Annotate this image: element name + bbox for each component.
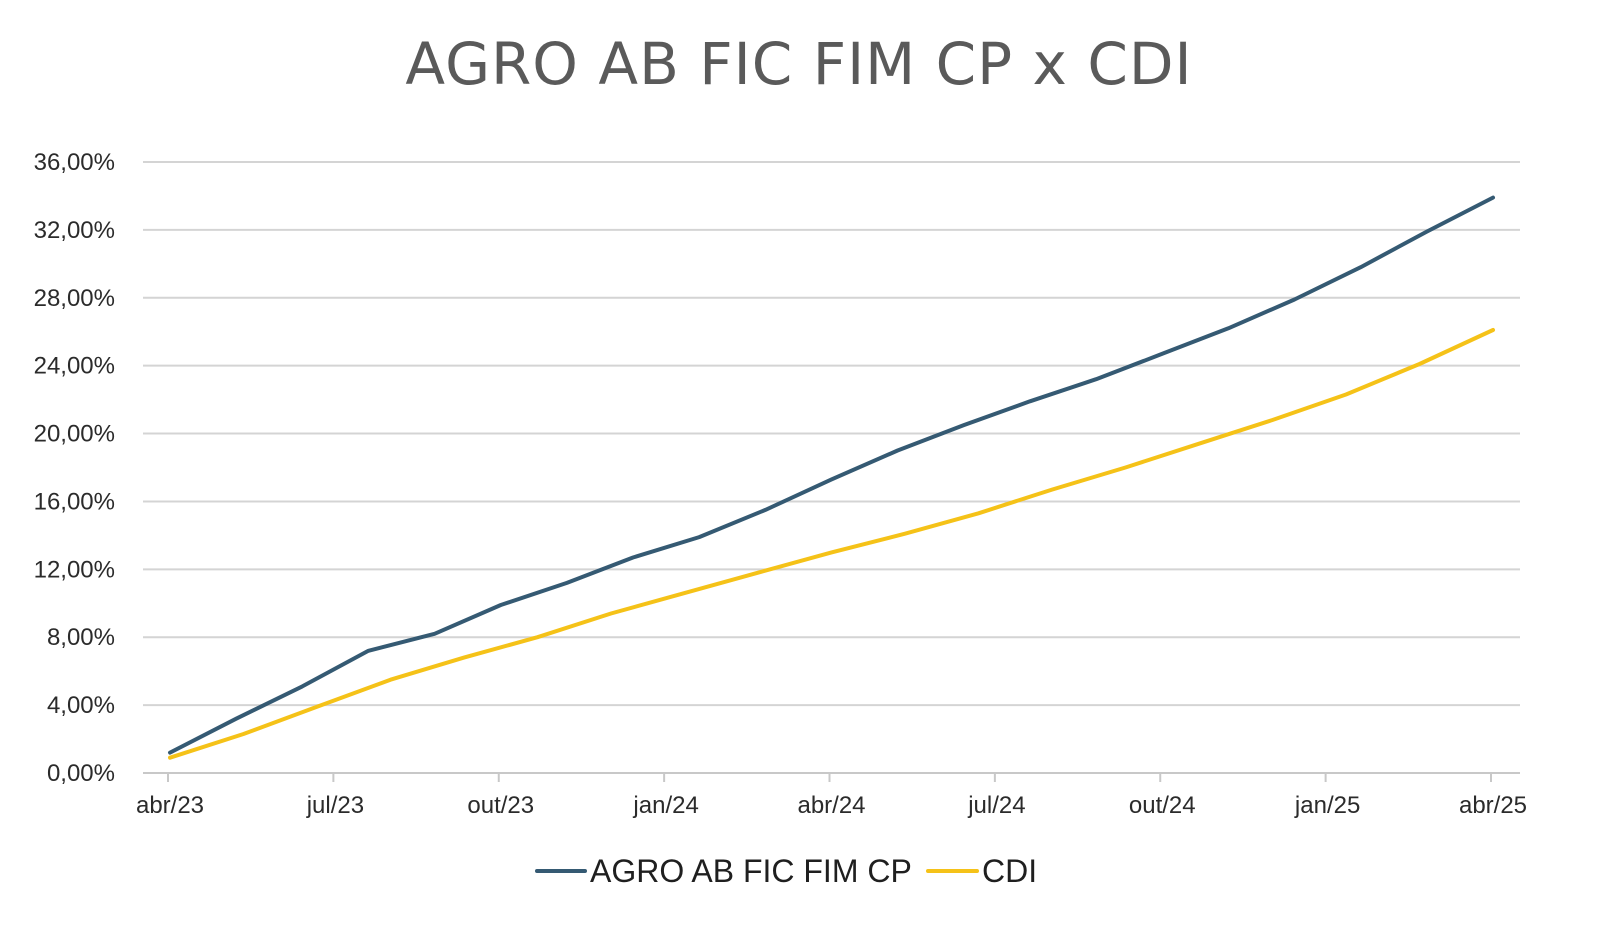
y-tick-label: 4,00% (47, 692, 115, 719)
x-tick-label: jul/23 (306, 792, 364, 819)
y-tick-label: 20,00% (34, 421, 115, 448)
y-tick-label: 12,00% (34, 556, 115, 583)
series-line-cdi (168, 328, 1495, 760)
x-tick-label: jan/25 (1294, 792, 1360, 819)
x-tick-label: out/24 (1129, 792, 1196, 819)
series-lines (168, 195, 1495, 760)
x-tick-label: abr/24 (797, 792, 865, 819)
y-axis-tick-labels: 0,00% 4,00% 8,00% 12,00% 16,00% 20,00% 24,00% 2… (34, 149, 115, 787)
x-axis (143, 772, 1520, 782)
legend-label: AGRO AB FIC FIM CP (590, 853, 912, 889)
x-tick-label: abr/25 (1459, 792, 1527, 819)
x-axis-tick-labels: abr/23 jul/23 out/23 jan/24 abr/24 jul/24 out/… (136, 792, 1527, 819)
series-line-agro (168, 195, 1495, 755)
y-tick-label: 8,00% (47, 624, 115, 651)
legend: AGRO AB FIC FIM CP CDI (535, 853, 1037, 889)
y-tick-label: 28,00% (34, 285, 115, 312)
x-tick-label: jul/24 (967, 792, 1025, 819)
legend-label: CDI (982, 853, 1037, 889)
x-tick-label: jan/24 (632, 792, 698, 819)
y-tick-label: 0,00% (47, 760, 115, 787)
y-tick-label: 36,00% (34, 149, 115, 176)
x-tick-label: out/23 (467, 792, 534, 819)
y-tick-label: 32,00% (34, 217, 115, 244)
y-tick-label: 24,00% (34, 353, 115, 380)
gridlines (143, 161, 1520, 707)
x-tick-label: abr/23 (136, 792, 204, 819)
chart-title: AGRO AB FIC FIM CP x CDI (405, 30, 1193, 98)
y-tick-label: 16,00% (34, 488, 115, 515)
